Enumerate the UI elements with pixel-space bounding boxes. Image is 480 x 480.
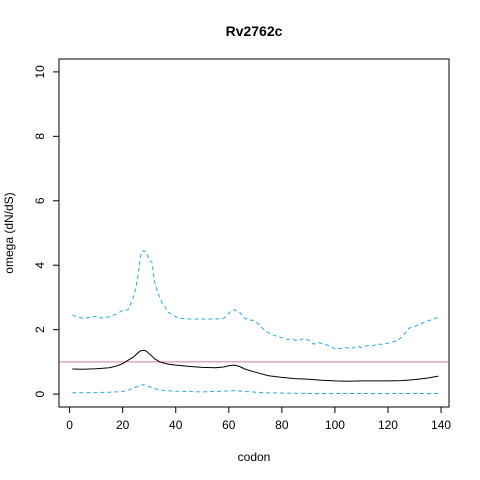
- plot-frame: [58, 58, 450, 408]
- x-tick-label: 60: [222, 418, 236, 432]
- y-tick-label: 4: [33, 262, 47, 269]
- x-tick-label: 0: [66, 418, 73, 432]
- x-tick-label: 100: [325, 418, 345, 432]
- y-tick-label: 10: [33, 65, 47, 79]
- chart-title: Rv2762c: [226, 23, 283, 39]
- y-axis-title: omega (dN/dS): [2, 192, 16, 273]
- x-tick-label: 20: [116, 418, 130, 432]
- y-tick-label: 0: [33, 390, 47, 397]
- x-tick-label: 140: [431, 418, 451, 432]
- y-tick-label: 8: [33, 133, 47, 140]
- y-tick-label: 2: [33, 326, 47, 333]
- series-omega-estimate: [72, 349, 439, 382]
- x-tick-label: 80: [275, 418, 289, 432]
- x-axis-title: codon: [238, 450, 271, 464]
- x-tick-label: 40: [169, 418, 183, 432]
- y-tick-label: 6: [33, 197, 47, 204]
- series-upper-bound: [72, 250, 439, 350]
- series-lower-bound: [72, 384, 439, 394]
- x-tick-label: 120: [378, 418, 398, 432]
